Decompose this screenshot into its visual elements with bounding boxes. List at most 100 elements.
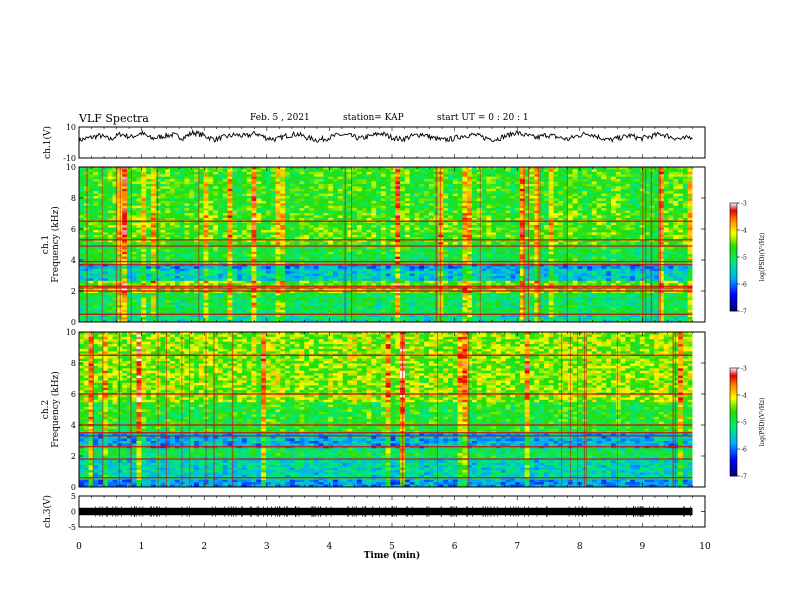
ch1-spectrogram-cell bbox=[409, 183, 415, 187]
ch1-spectrogram-cell bbox=[366, 225, 372, 228]
ch1-spectrogram-cell bbox=[356, 183, 363, 187]
ch1-spectrogram-cell bbox=[606, 198, 612, 202]
ch1-spectrogram-cell bbox=[615, 232, 621, 236]
ch1-spectrogram-cell bbox=[356, 215, 363, 219]
ch1-spectrogram-cell bbox=[98, 196, 104, 199]
ch1-spectrogram-cell bbox=[366, 196, 372, 199]
ch1-spectrogram-cell bbox=[146, 227, 152, 231]
ch1-spectrogram-cell bbox=[687, 239, 693, 243]
ch1-spectrogram-cell bbox=[682, 222, 688, 226]
ch1-spectrogram-cell bbox=[285, 229, 291, 233]
ch1-spectrogram-cell bbox=[261, 167, 267, 170]
ch1-spectrogram-cell bbox=[371, 213, 377, 216]
ch1-spectrogram-cell bbox=[88, 186, 94, 190]
ch1-spectrogram-cell bbox=[122, 237, 128, 240]
ch1-spectrogram-cell bbox=[179, 205, 185, 209]
ch1-spectrogram-cell bbox=[184, 239, 190, 243]
ch1-spectrogram-cell bbox=[606, 246, 612, 250]
ch1-spectrogram-cell bbox=[452, 205, 458, 209]
ch1-spectrogram-cell bbox=[356, 169, 363, 173]
ch1-spectrogram-cell bbox=[505, 217, 511, 221]
ch1-spectrogram-cell bbox=[333, 205, 339, 209]
ch1-spectrogram-cell bbox=[567, 193, 573, 197]
ch1-spectrogram-cell bbox=[88, 256, 94, 260]
ch1-spectrogram-cell bbox=[217, 176, 224, 180]
ch1-spectrogram-cell bbox=[328, 198, 334, 202]
ch1-spectrogram-cell bbox=[102, 200, 109, 204]
ch1-spectrogram-cell bbox=[428, 208, 434, 211]
ch1-spectrogram-cell bbox=[304, 191, 310, 194]
ch1-spectrogram-cell bbox=[88, 179, 94, 182]
ch1-spectrogram-cell bbox=[452, 167, 458, 170]
ch1-spectrogram-cell bbox=[256, 171, 262, 175]
ch1-spectrogram-cell bbox=[658, 191, 665, 194]
ch1-spectrogram-cell bbox=[591, 174, 597, 177]
ch1-spectrogram-cell bbox=[165, 242, 171, 245]
ch1-spectrogram-cell bbox=[548, 198, 554, 202]
ch1-spectrogram-cell bbox=[217, 217, 224, 221]
ch1-spectrogram-cell bbox=[299, 171, 305, 175]
ch1-spectrogram-cell bbox=[673, 205, 679, 209]
ch1-spectrogram-cell bbox=[615, 193, 621, 197]
ch1-spectrogram-cell bbox=[165, 222, 171, 226]
ch1-spectrogram-cell bbox=[88, 242, 94, 245]
ch1-spectrogram-cell bbox=[227, 225, 233, 228]
ch1-spectrogram-cell bbox=[285, 174, 291, 177]
ch1-spectrogram-cell bbox=[587, 210, 593, 214]
ch1-spectrogram-cell bbox=[582, 186, 588, 190]
ch1-spectrogram-cell bbox=[543, 239, 549, 243]
ch1-spectrogram-cell bbox=[366, 234, 372, 238]
ch1-spectrogram-cell bbox=[673, 193, 679, 197]
ch1-spectrogram-cell bbox=[361, 188, 367, 192]
ch1-spectrogram-cell bbox=[519, 198, 526, 202]
ch1-spectrogram-cell bbox=[251, 246, 257, 250]
ch1-spectrogram-cell bbox=[495, 196, 502, 199]
ch1-spectrogram-cell bbox=[165, 256, 171, 260]
ch1-spectrogram-cell bbox=[668, 174, 674, 177]
ch1-spectrogram-cell bbox=[318, 200, 324, 204]
ch1-spectrogram-cell bbox=[577, 232, 583, 236]
ch1-spectrogram-cell bbox=[539, 196, 545, 199]
ch1-spectrogram-cell bbox=[491, 203, 497, 207]
ch1-spectrogram-cell bbox=[227, 198, 233, 202]
ch1-spectrogram-cell bbox=[198, 227, 204, 231]
ch1-spectrogram-cell bbox=[448, 169, 454, 173]
ch1-spectrogram-cell bbox=[663, 169, 669, 173]
ch1-spectrogram-cell bbox=[658, 242, 665, 245]
ch1-spectrogram-cell bbox=[309, 210, 315, 214]
ch1-spectrogram-cell bbox=[328, 227, 334, 231]
ch1-spectrogram-cell bbox=[323, 186, 329, 190]
ch1-spectrogram-cell bbox=[126, 249, 133, 253]
ch1-spectrogram-cell bbox=[371, 246, 377, 250]
ch1-spectrogram-cell bbox=[337, 174, 343, 177]
ch1-spectrogram-cell bbox=[505, 203, 511, 207]
ch1-spectrogram-cell bbox=[222, 188, 228, 192]
ch1-spectrogram-cell bbox=[658, 193, 665, 197]
ch1-spectrogram-cell bbox=[452, 251, 458, 255]
ch1-spectrogram-cell bbox=[213, 222, 219, 226]
ch1-spectrogram-cell bbox=[385, 186, 391, 190]
ch1-spectrogram-cell bbox=[98, 198, 104, 202]
ch1-spectrogram-cell bbox=[625, 203, 631, 207]
ch1-spectrogram-cell bbox=[179, 225, 185, 228]
ch1-spectrogram-cell bbox=[591, 217, 597, 221]
ch1-spectrogram-cell bbox=[323, 256, 329, 260]
ch1-spectrogram-cell bbox=[371, 234, 377, 238]
ch1-spectrogram-cell bbox=[194, 213, 200, 216]
ch1-spectrogram-cell bbox=[515, 227, 521, 231]
ch1-spectrogram-cell bbox=[486, 174, 492, 177]
ch1-spectrogram-cell bbox=[150, 193, 156, 197]
ch1-spectrogram-cell bbox=[620, 239, 626, 243]
ch1-spectrogram-cell bbox=[467, 193, 473, 197]
ch1-spectrogram-cell bbox=[673, 232, 679, 236]
ch1-spectrogram-cell bbox=[606, 232, 612, 236]
ch1-spectrogram-cell bbox=[309, 213, 315, 216]
ch1-spectrogram-cell bbox=[131, 198, 137, 202]
ch1-spectrogram-cell bbox=[371, 200, 377, 204]
ch1-spectrogram-cell bbox=[198, 251, 204, 255]
ch1-spectrogram-cell bbox=[126, 198, 133, 202]
ch1-spectrogram-cell bbox=[213, 183, 219, 187]
ch1-spectrogram-cell bbox=[510, 229, 516, 233]
ch1-spectrogram-cell bbox=[486, 203, 492, 207]
ch1-spectrogram-cell bbox=[328, 174, 334, 177]
